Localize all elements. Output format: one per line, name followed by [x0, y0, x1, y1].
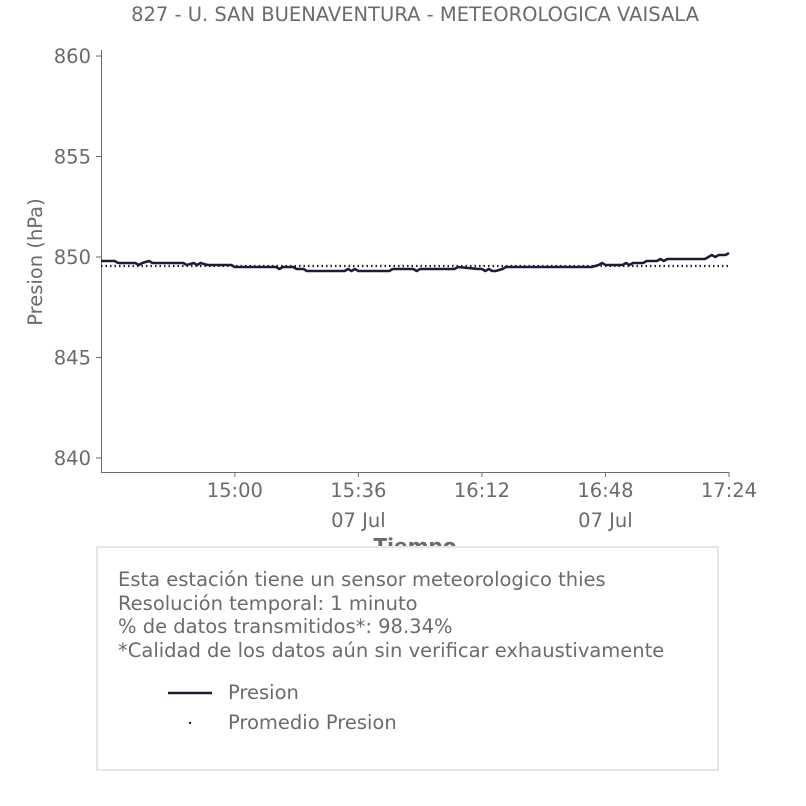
series-presion-line [101, 251, 730, 273]
legend-label-promedio-presion: Promedio Presion [228, 711, 397, 734]
chart-title: 827 - U. SAN BUENAVENTURA - METEOROLOGIC… [131, 3, 700, 26]
y-tick-label: 840 [54, 447, 91, 470]
x-tick-label: 16:12 [454, 479, 510, 502]
x-ticks: 15:00 15:36 07 Jul 16:12 16:48 07 Jul 17:24 [207, 472, 757, 532]
y-tick-label: 855 [54, 146, 91, 169]
legend-label-presion: Presion [228, 681, 299, 704]
y-tick-label: 850 [54, 246, 91, 269]
info-line-resolution: Resolución temporal: 1 minuto [118, 591, 418, 615]
legend-swatch-solid-line [168, 691, 212, 695]
info-line-transmitted: % de datos transmitidos*: 98.34% [118, 615, 453, 638]
y-tick-label: 860 [54, 45, 91, 68]
info-line-quality-note: *Calidad de los datos aún sin verificar … [118, 638, 665, 662]
x-tick-label: 16:48 [577, 479, 633, 502]
info-text: Esta estación tiene un sensor meteorolog… [118, 568, 664, 662]
y-axis-label: Presion (hPa) [24, 198, 47, 325]
x-tick-date-label: 07 Jul [331, 509, 386, 532]
x-tick-date-label: 07 Jul [578, 509, 633, 532]
x-tick-label: 15:36 [330, 479, 386, 502]
y-ticks: 840 845 850 855 860 [54, 45, 101, 470]
x-tick-label: 17:24 [701, 479, 757, 502]
y-tick-label: 845 [54, 346, 91, 369]
info-legend-box: Esta estación tiene un sensor meteorolog… [96, 546, 719, 771]
info-line-sensor: Esta estación tiene un sensor meteorolog… [118, 568, 606, 591]
legend-swatch-dotted-line [188, 721, 192, 725]
series-layer [101, 251, 730, 273]
x-tick-label: 15:00 [207, 479, 263, 502]
